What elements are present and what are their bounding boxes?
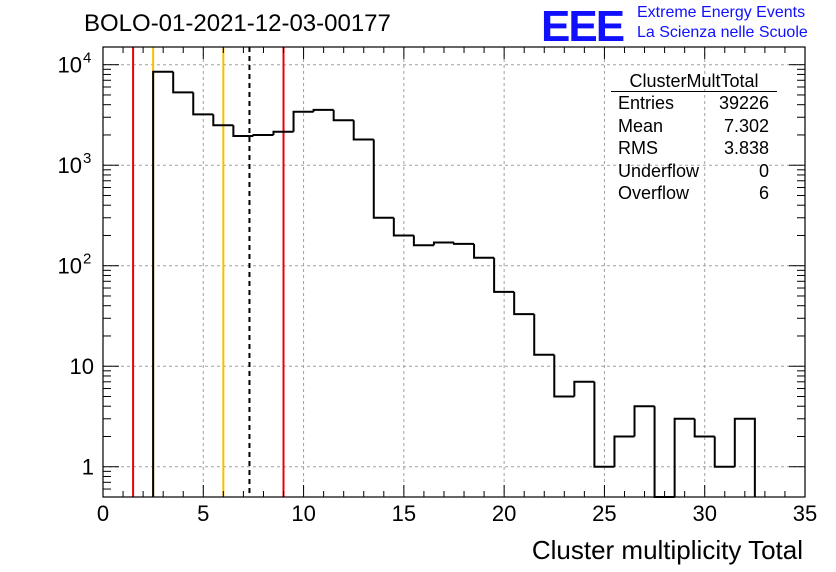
histogram-bin	[673, 417, 695, 497]
histogram-bin	[473, 243, 495, 259]
stats-label: RMS	[618, 138, 658, 158]
histogram-bin	[493, 257, 515, 293]
histogram-bins	[152, 70, 756, 498]
stats-box-name: ClusterMultTotal	[611, 70, 777, 92]
histogram-bin	[192, 92, 214, 116]
histogram-bin	[573, 380, 595, 397]
histogram-bin	[553, 354, 575, 398]
histogram-bin	[292, 110, 314, 132]
histogram-bin	[412, 235, 434, 247]
histogram-bin	[152, 70, 174, 497]
histogram-title: BOLO-01-2021-12-03-00177	[84, 10, 391, 37]
x-tick-label: 25	[592, 501, 616, 526]
histogram-bin	[593, 381, 615, 468]
stats-row-rms: RMS 3.838	[611, 137, 777, 160]
histogram-bin	[352, 120, 374, 141]
histogram-bin	[372, 139, 394, 219]
histogram-bin	[653, 406, 675, 498]
logo-tagline-1: Extreme Energy Events	[637, 4, 806, 21]
stats-value: 0	[758, 160, 769, 181]
histogram-bin	[513, 291, 535, 316]
stats-value: 7.302	[723, 115, 769, 136]
histogram-bin	[252, 133, 274, 137]
stats-value: 6	[758, 183, 769, 203]
stats-row-underflow: Underflow 0	[611, 160, 777, 183]
histogram-bin	[212, 114, 234, 127]
y-tick-label: 10	[58, 153, 82, 178]
y-tick-exponent: 2	[83, 251, 91, 268]
y-tick-exponent: 3	[83, 150, 91, 167]
y-tick-label: 10	[70, 354, 94, 379]
eee-logo: EEE	[541, 2, 625, 51]
x-tick-label: 5	[197, 501, 209, 526]
histogram-bin	[693, 418, 715, 438]
histogram-bin	[312, 108, 334, 112]
x-tick-label: 10	[291, 501, 315, 526]
stats-label: Mean	[618, 115, 664, 136]
x-tick-label: 0	[97, 501, 109, 526]
histogram-bin	[633, 405, 655, 437]
y-tick-label: 10	[58, 254, 82, 279]
stats-value: 3.838	[723, 138, 769, 158]
stats-box: ClusterMultTotal Entries 39226 Mean 7.30…	[611, 70, 777, 205]
histogram-bin	[272, 130, 294, 135]
logo-tagline-2: La Scienza nelle Scuole	[637, 24, 808, 41]
plot-frame	[102, 46, 806, 498]
stats-label: Entries	[618, 93, 675, 113]
stats-row-entries: Entries 39226	[611, 92, 777, 115]
stats-label: Overflow	[618, 183, 690, 203]
histogram-bin	[713, 436, 735, 468]
x-tick-label: 20	[492, 501, 516, 526]
histogram-bin	[432, 241, 454, 246]
histogram-bin	[232, 125, 254, 138]
histogram-bin	[332, 109, 354, 122]
y-tick-label: 10	[58, 53, 82, 78]
y-tick-exponent: 4	[83, 50, 91, 67]
histogram-bin	[172, 71, 194, 94]
histogram-bin	[733, 417, 756, 497]
stats-value: 39226	[718, 93, 769, 113]
histogram-bin	[533, 314, 555, 356]
histogram-bin	[392, 217, 414, 237]
y-tick-label: 1	[82, 455, 94, 480]
stats-row-overflow: Overflow 6	[611, 182, 777, 205]
histogram-bin	[613, 435, 635, 467]
x-tick-label: 35	[793, 501, 817, 526]
x-axis-title: Cluster multiplicity Total	[532, 535, 803, 565]
histogram-bin	[453, 242, 475, 245]
x-tick-label: 30	[692, 501, 716, 526]
stats-row-mean: Mean 7.302	[611, 115, 777, 138]
x-tick-label: 15	[392, 501, 416, 526]
stats-label: Underflow	[618, 160, 700, 181]
